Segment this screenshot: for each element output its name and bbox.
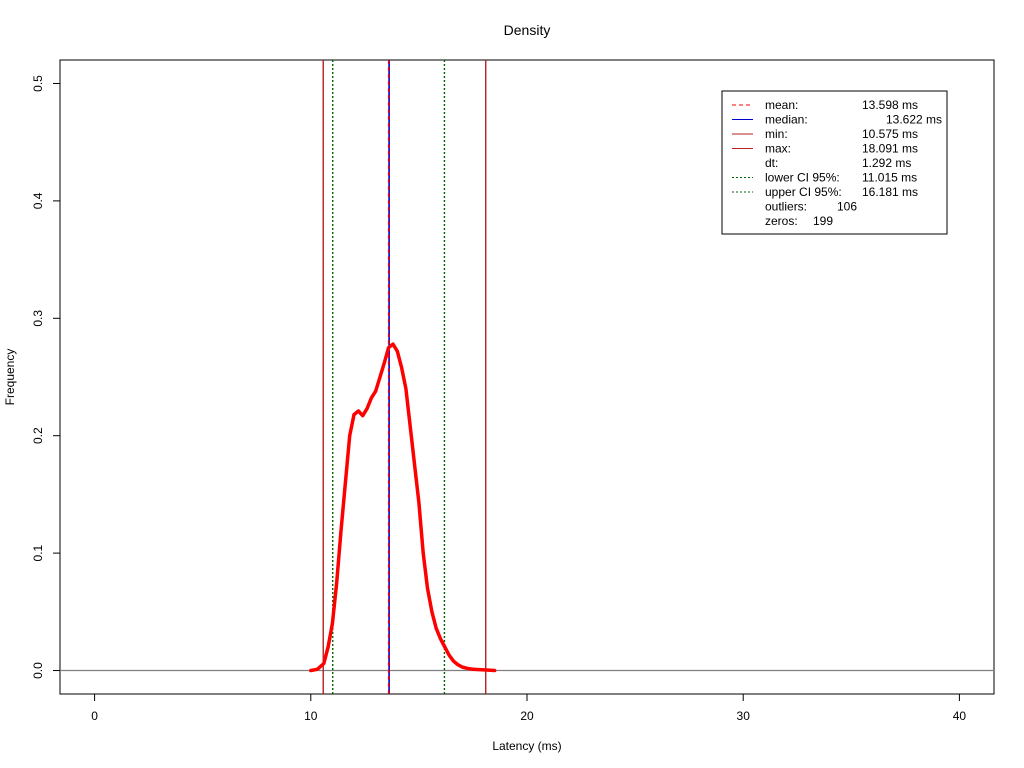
legend-label: dt: bbox=[765, 156, 778, 170]
legend-item: outliers: 106 bbox=[765, 200, 857, 214]
legend-value: 16.181 ms bbox=[862, 185, 918, 199]
x-tick-label: 10 bbox=[304, 709, 318, 723]
legend-label: median: bbox=[765, 113, 808, 127]
legend-box bbox=[721, 90, 948, 235]
x-axis: 0 10 20 30 40 bbox=[91, 693, 967, 723]
legend-label: mean: bbox=[765, 98, 798, 112]
legend-value: 11.015 ms bbox=[862, 171, 917, 185]
legend-value: 13.598 ms bbox=[862, 98, 918, 112]
reference-lines bbox=[322, 60, 487, 694]
legend-value: 1.292 ms bbox=[862, 156, 911, 170]
legend: mean: 13.598 ms median: 13.622 ms min: 10.575… bbox=[721, 90, 948, 235]
y-tick-label: 0.4 bbox=[31, 192, 45, 209]
legend-item: upper CI 95%: 16.181 ms bbox=[732, 185, 918, 199]
legend-label: zeros: bbox=[765, 214, 798, 228]
chart-title: Density bbox=[504, 22, 551, 38]
legend-label: max: bbox=[765, 142, 791, 156]
series-layer bbox=[309, 342, 497, 673]
y-tick-label: 0.0 bbox=[31, 662, 45, 679]
y-tick-label: 0.2 bbox=[31, 427, 45, 444]
legend-label: lower CI 95%: bbox=[765, 171, 840, 185]
legend-item: min: 10.575 ms bbox=[732, 127, 918, 141]
x-axis-title: Latency (ms) bbox=[492, 739, 561, 753]
legend-value: 199 bbox=[813, 214, 833, 228]
y-axis-title: Frequency bbox=[3, 349, 17, 406]
legend-label: min: bbox=[765, 127, 788, 141]
y-tick-label: 0.5 bbox=[31, 75, 45, 92]
y-axis: 0.0 0.1 0.2 0.3 0.4 0.5 bbox=[31, 75, 61, 679]
x-tick-label: 40 bbox=[953, 709, 967, 723]
legend-item: lower CI 95%: 11.015 ms bbox=[732, 171, 917, 185]
x-tick-label: 0 bbox=[91, 709, 98, 723]
legend-value: 18.091 ms bbox=[862, 142, 918, 156]
legend-value: 10.575 ms bbox=[862, 127, 918, 141]
legend-item: dt: 1.292 ms bbox=[765, 156, 911, 170]
x-tick-label: 30 bbox=[737, 709, 751, 723]
legend-label: outliers: bbox=[765, 200, 807, 214]
legend-value: 13.622 ms bbox=[886, 113, 942, 127]
x-tick-label: 20 bbox=[520, 709, 534, 723]
legend-item: max: 18.091 ms bbox=[732, 142, 918, 156]
legend-label: upper CI 95%: bbox=[765, 185, 842, 199]
legend-item: median: 13.622 ms bbox=[732, 113, 942, 127]
y-tick-label: 0.1 bbox=[31, 544, 45, 561]
legend-value: 106 bbox=[837, 200, 857, 214]
legend-item: mean: 13.598 ms bbox=[732, 98, 918, 112]
y-tick-label: 0.3 bbox=[31, 310, 45, 327]
density-curve bbox=[309, 342, 497, 673]
legend-item: zeros: 199 bbox=[765, 214, 833, 228]
